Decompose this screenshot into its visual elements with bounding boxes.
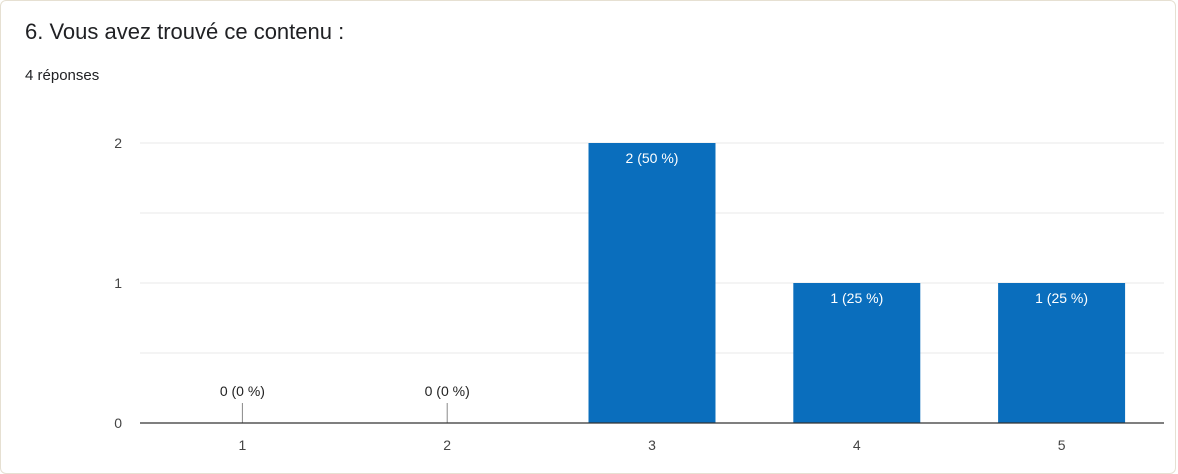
x-axis-ticks: 1 2 3 4 5 xyxy=(239,437,1066,453)
bars xyxy=(241,143,1126,423)
x-tick-label: 1 xyxy=(239,437,247,453)
data-label: 0 (0 %) xyxy=(425,383,470,399)
data-label: 1 (25 %) xyxy=(1035,290,1088,306)
x-tick-label: 5 xyxy=(1058,437,1066,453)
bar xyxy=(793,283,921,423)
x-tick-label: 4 xyxy=(853,437,861,453)
bar xyxy=(588,143,716,423)
data-label: 2 (50 %) xyxy=(626,150,679,166)
response-count: 4 réponses xyxy=(25,67,100,84)
x-tick-label: 2 xyxy=(443,437,451,453)
data-label: 1 (25 %) xyxy=(830,290,883,306)
y-tick-label: 2 xyxy=(114,135,122,151)
y-tick-label: 1 xyxy=(114,275,122,291)
y-axis-ticks: 0 1 2 xyxy=(114,135,122,431)
data-label: 0 (0 %) xyxy=(220,383,265,399)
question-title: 6. Vous avez trouvé ce contenu : xyxy=(25,19,345,44)
data-labels: 0 (0 %) 0 (0 %) 2 (50 %) 1 (25 %) 1 (25 %) xyxy=(220,150,1088,399)
bar xyxy=(998,283,1126,423)
x-tick-label: 3 xyxy=(648,437,656,453)
y-tick-label: 0 xyxy=(114,415,122,431)
